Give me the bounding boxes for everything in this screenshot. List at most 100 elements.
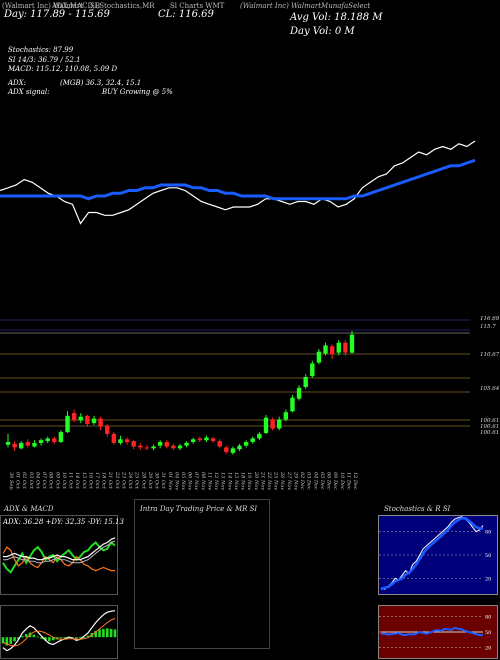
- date-label: 04 Nov: [173, 472, 179, 490]
- candle-body: [237, 445, 242, 450]
- date-label: 18 Nov: [240, 472, 246, 490]
- candle-body: [164, 442, 169, 447]
- candle-body: [78, 416, 83, 421]
- adx-label: ADX:: [8, 79, 27, 87]
- header-title-2: ADX,MACD,B: [52, 2, 101, 10]
- adx-signal-label: ADX signal:: [8, 88, 50, 96]
- si-value: SI 14/3: 36.79 / 52.1: [8, 56, 81, 64]
- macd-hist-bar: [9, 637, 13, 644]
- macd-hist-bar: [32, 634, 36, 638]
- macd-hist-bar: [105, 628, 109, 638]
- macd-hist-bar: [17, 637, 20, 640]
- stochastics-panel: 80 50 20: [378, 515, 498, 595]
- candle-body: [177, 445, 183, 449]
- candle-body: [124, 439, 130, 443]
- adx-macd-title: ADX & MACD: [4, 505, 54, 513]
- date-label: 09 Oct: [54, 472, 60, 490]
- date-label: 29 Oct: [147, 471, 153, 490]
- date-label: 30 Oct: [154, 472, 160, 490]
- candle-body: [184, 442, 189, 446]
- macd-hist-bar: [5, 637, 9, 646]
- date-label: 04 Oct: [34, 472, 40, 490]
- candle-body: [290, 397, 295, 412]
- adx-signal-value: BUY Growing @ 5%: [102, 88, 173, 96]
- date-label: 13 Nov: [220, 472, 226, 490]
- date-label: 18 Oct: [101, 472, 107, 490]
- date-label: 07 Nov: [193, 472, 199, 490]
- mrsi-tick: 80: [485, 614, 491, 620]
- candle-body: [25, 442, 31, 446]
- macd-hist-bar: [24, 634, 28, 638]
- ma-line: [0, 158, 476, 201]
- date-label: 11 Nov: [206, 472, 212, 490]
- date-label: 30 Sep: [8, 472, 14, 490]
- close-price: CL: 116.69: [158, 9, 214, 20]
- header-title-right: (Walmart Inc) WalmartMunafaSelect: [240, 2, 371, 10]
- header-title-1: (Walmart Inc) Walmart: [2, 2, 84, 10]
- macd-chart: [1, 610, 117, 652]
- macd-hist-bar: [109, 628, 113, 638]
- date-label: 15 Oct: [81, 472, 87, 490]
- candle-body: [243, 442, 249, 446]
- avg-volume: Avg Vol: 18.188 M: [290, 12, 383, 23]
- date-label: 15 Nov: [233, 472, 239, 490]
- date-label: 16 Oct: [87, 472, 93, 490]
- intraday-title: Intra Day Trading Price & MR SI: [140, 505, 258, 513]
- stochastics-title: Stochastics & R SI: [384, 505, 451, 513]
- candle-body: [283, 412, 289, 420]
- date-label: 27 Nov: [286, 471, 292, 490]
- adx-chart: [2, 537, 116, 574]
- macd-hist-bar: [36, 636, 40, 638]
- price-line: [0, 140, 476, 225]
- candle-body: [270, 419, 275, 429]
- macd-hist-bar: [48, 637, 51, 642]
- candle-body: [316, 351, 322, 363]
- intraday-panel: [134, 499, 270, 649]
- candle-body: [19, 442, 24, 449]
- candle-body: [131, 441, 136, 447]
- candle-body: [323, 345, 328, 354]
- macd-hist-bar: [55, 637, 59, 640]
- candle-body: [12, 443, 17, 448]
- ma-line-chart: [0, 140, 476, 225]
- stoch-d-line: [380, 517, 483, 591]
- macd-hist-bar: [21, 636, 24, 638]
- date-label: 11 Oct: [68, 472, 74, 490]
- candle-body: [5, 442, 11, 445]
- candle-body: [85, 415, 90, 424]
- date-label: 05 Dec: [319, 472, 325, 490]
- candle-body: [250, 438, 255, 443]
- date-label: 26 Nov: [279, 471, 285, 490]
- mrsi-chart: 80 50 20: [379, 614, 491, 652]
- price-label: 115.7: [480, 324, 496, 330]
- date-label: 01 Oct: [15, 472, 21, 490]
- candle-body: [45, 438, 50, 442]
- candle-body: [217, 441, 222, 447]
- date-label: 14 Nov: [226, 472, 232, 490]
- plus-dy-line: [2, 541, 116, 574]
- mrsi-tick: 50: [485, 630, 491, 636]
- minus-dy-line: [2, 546, 115, 572]
- macd-hist-bar: [1, 637, 5, 644]
- date-label: 01 Nov: [167, 472, 173, 490]
- date-label: 22 Oct: [114, 471, 120, 490]
- candle-body: [105, 425, 110, 434]
- candle-body: [98, 418, 103, 427]
- macd-line: [2, 610, 116, 652]
- date-label: 20 Nov: [253, 471, 259, 490]
- macd-hist-bar: [59, 637, 63, 639]
- date-label: 06 Dec: [326, 472, 332, 490]
- candle-body: [111, 433, 117, 443]
- candle-body: [91, 418, 97, 424]
- adx-panel: ADX: 36.28 +DY: 32.35 -DY: 15.13: [0, 515, 124, 595]
- date-label: 10 Dec: [339, 472, 345, 490]
- macd-hist-bar: [113, 629, 117, 638]
- date-label: 22 Nov: [266, 471, 272, 490]
- candle-body: [32, 442, 37, 447]
- date-label: 02 Dec: [299, 472, 305, 490]
- macd-panel: [0, 605, 118, 659]
- macd-hist-bar: [82, 637, 86, 638]
- candle-body: [157, 442, 163, 446]
- date-label: 29 Nov: [292, 471, 298, 490]
- mrsi-panel: 80 50 20: [378, 605, 498, 659]
